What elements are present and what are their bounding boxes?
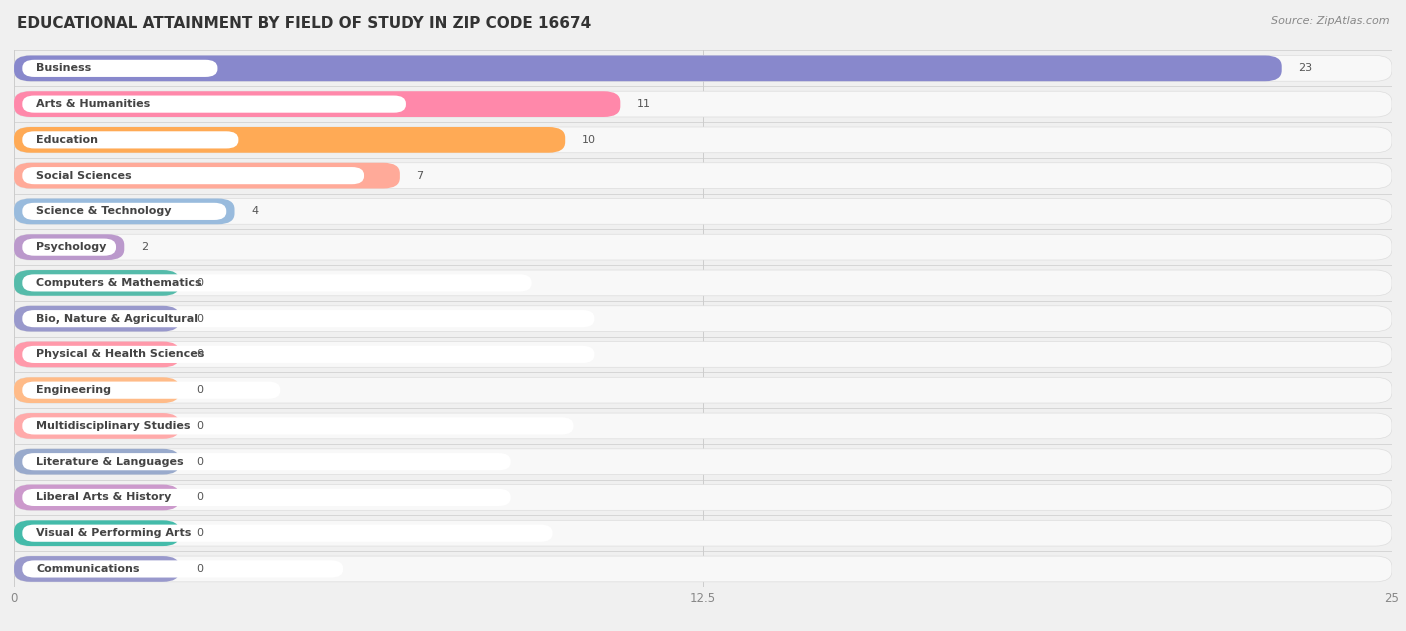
FancyBboxPatch shape <box>22 346 595 363</box>
FancyBboxPatch shape <box>14 199 235 224</box>
FancyBboxPatch shape <box>14 341 1392 367</box>
Text: Education: Education <box>37 135 98 145</box>
Text: 0: 0 <box>195 385 202 395</box>
FancyBboxPatch shape <box>22 167 364 184</box>
FancyBboxPatch shape <box>14 341 180 367</box>
Text: Engineering: Engineering <box>37 385 111 395</box>
Text: Bio, Nature & Agricultural: Bio, Nature & Agricultural <box>37 314 198 324</box>
Text: 0: 0 <box>195 528 202 538</box>
FancyBboxPatch shape <box>14 521 180 546</box>
FancyBboxPatch shape <box>22 95 406 113</box>
FancyBboxPatch shape <box>14 127 1392 153</box>
FancyBboxPatch shape <box>14 485 1392 510</box>
Text: Psychology: Psychology <box>37 242 107 252</box>
FancyBboxPatch shape <box>14 270 180 296</box>
Text: 0: 0 <box>195 314 202 324</box>
Text: 0: 0 <box>195 278 202 288</box>
FancyBboxPatch shape <box>22 489 510 506</box>
Text: 11: 11 <box>637 99 651 109</box>
FancyBboxPatch shape <box>14 56 1282 81</box>
FancyBboxPatch shape <box>14 234 1392 260</box>
FancyBboxPatch shape <box>14 270 1392 296</box>
Text: Visual & Performing Arts: Visual & Performing Arts <box>37 528 191 538</box>
FancyBboxPatch shape <box>22 524 553 542</box>
FancyBboxPatch shape <box>14 91 620 117</box>
Text: Science & Technology: Science & Technology <box>37 206 172 216</box>
Text: 0: 0 <box>195 457 202 467</box>
Text: 2: 2 <box>141 242 148 252</box>
Text: 7: 7 <box>416 170 423 180</box>
FancyBboxPatch shape <box>14 234 124 260</box>
Text: 0: 0 <box>195 492 202 502</box>
Text: Multidisciplinary Studies: Multidisciplinary Studies <box>37 421 191 431</box>
Text: 23: 23 <box>1298 63 1312 73</box>
FancyBboxPatch shape <box>14 91 1392 117</box>
FancyBboxPatch shape <box>14 163 399 189</box>
FancyBboxPatch shape <box>14 413 1392 439</box>
Text: 10: 10 <box>582 135 596 145</box>
FancyBboxPatch shape <box>14 449 1392 475</box>
Text: Communications: Communications <box>37 564 139 574</box>
FancyBboxPatch shape <box>14 199 1392 224</box>
FancyBboxPatch shape <box>14 556 1392 582</box>
Text: 0: 0 <box>195 350 202 360</box>
Text: 4: 4 <box>252 206 259 216</box>
FancyBboxPatch shape <box>22 239 117 256</box>
Text: Arts & Humanities: Arts & Humanities <box>37 99 150 109</box>
FancyBboxPatch shape <box>14 56 1392 81</box>
FancyBboxPatch shape <box>22 274 531 292</box>
FancyBboxPatch shape <box>22 560 343 577</box>
Text: Social Sciences: Social Sciences <box>37 170 132 180</box>
Text: Source: ZipAtlas.com: Source: ZipAtlas.com <box>1271 16 1389 26</box>
FancyBboxPatch shape <box>14 306 180 331</box>
FancyBboxPatch shape <box>22 382 280 399</box>
FancyBboxPatch shape <box>22 453 510 470</box>
FancyBboxPatch shape <box>14 485 180 510</box>
Text: Physical & Health Sciences: Physical & Health Sciences <box>37 350 204 360</box>
FancyBboxPatch shape <box>14 413 180 439</box>
FancyBboxPatch shape <box>14 306 1392 331</box>
FancyBboxPatch shape <box>22 203 226 220</box>
FancyBboxPatch shape <box>22 417 574 435</box>
Text: Literature & Languages: Literature & Languages <box>37 457 184 467</box>
Text: 0: 0 <box>195 564 202 574</box>
FancyBboxPatch shape <box>14 127 565 153</box>
Text: Computers & Mathematics: Computers & Mathematics <box>37 278 201 288</box>
FancyBboxPatch shape <box>22 131 239 148</box>
FancyBboxPatch shape <box>14 377 1392 403</box>
FancyBboxPatch shape <box>14 449 180 475</box>
Text: Liberal Arts & History: Liberal Arts & History <box>37 492 172 502</box>
FancyBboxPatch shape <box>14 521 1392 546</box>
FancyBboxPatch shape <box>22 310 595 327</box>
FancyBboxPatch shape <box>14 163 1392 189</box>
FancyBboxPatch shape <box>14 377 180 403</box>
FancyBboxPatch shape <box>14 556 180 582</box>
FancyBboxPatch shape <box>22 60 218 77</box>
Text: Business: Business <box>37 63 91 73</box>
Text: 0: 0 <box>195 421 202 431</box>
Text: EDUCATIONAL ATTAINMENT BY FIELD OF STUDY IN ZIP CODE 16674: EDUCATIONAL ATTAINMENT BY FIELD OF STUDY… <box>17 16 591 31</box>
